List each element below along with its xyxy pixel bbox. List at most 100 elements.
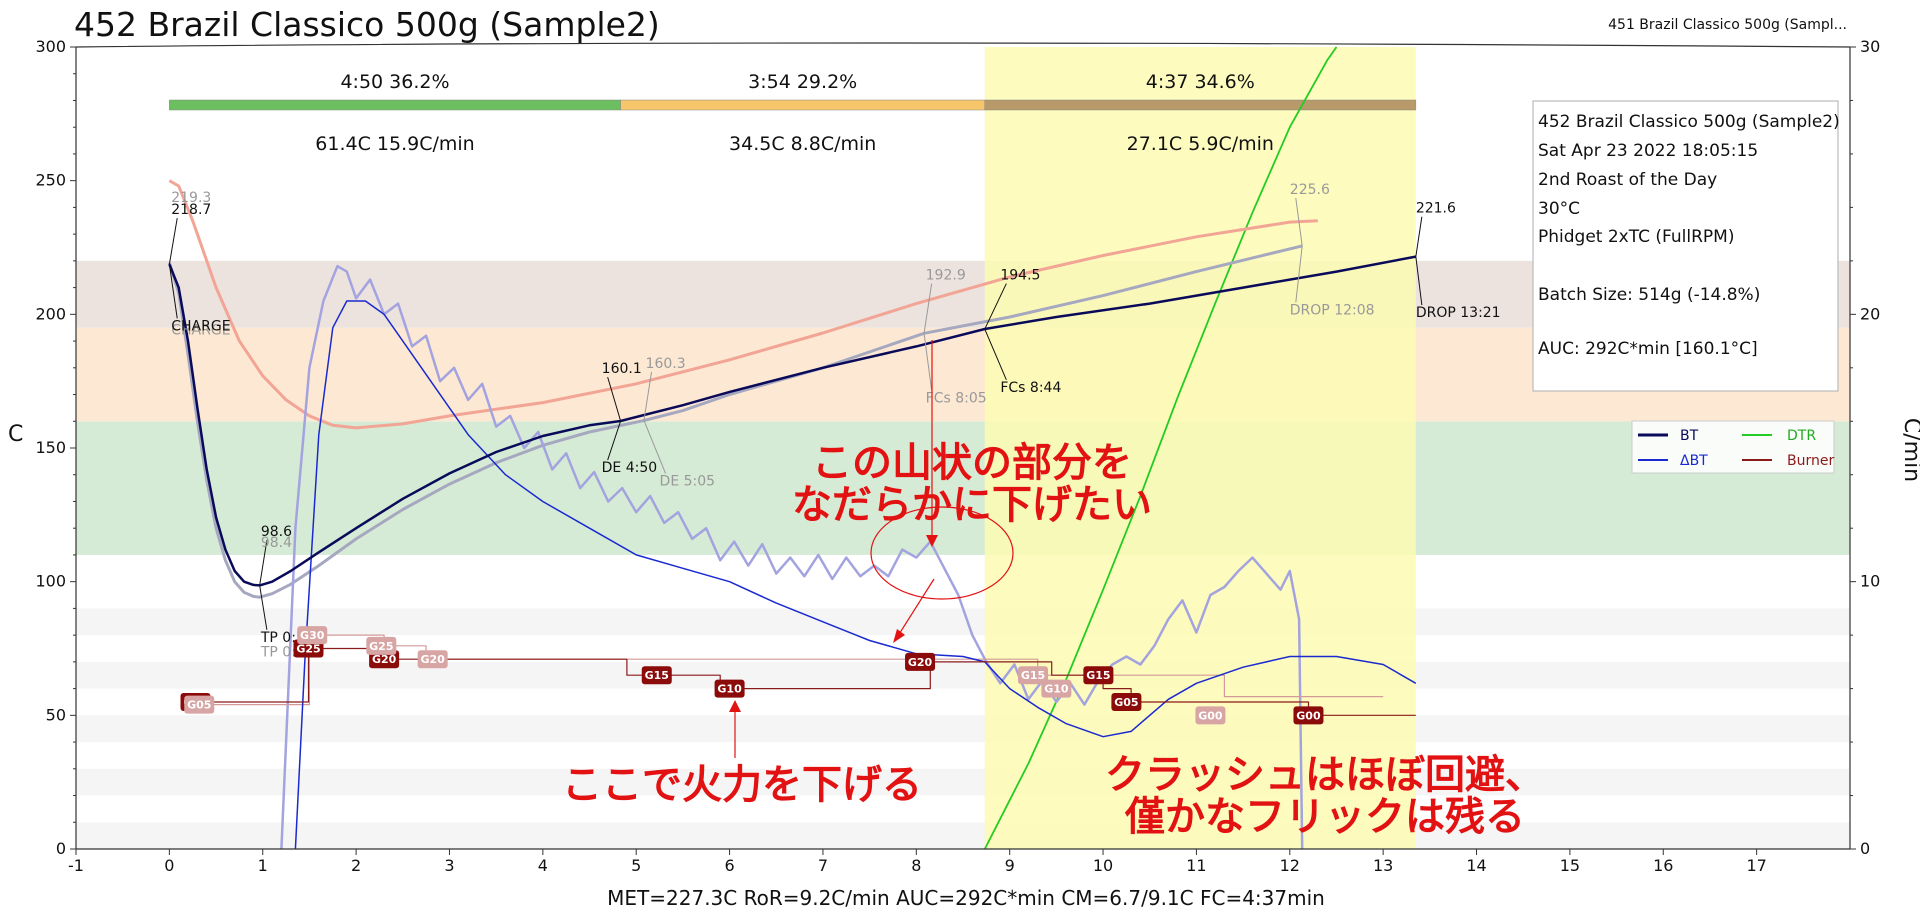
x-tick-label-9: 9 (1005, 856, 1015, 875)
stripe-band (76, 661, 1850, 689)
point-label-leader-9 (643, 371, 653, 421)
annotation-heat-down: ここで火力を下げる (562, 700, 922, 808)
burner-event-label-g25: G25 (296, 643, 320, 656)
burner-event-label-g05: G05 (187, 699, 211, 712)
x-tick-label-7: 7 (818, 856, 828, 875)
point-label-leader-14 (984, 283, 1007, 330)
info-line-title: 452 Brazil Classico 500g (Sample2) (1538, 112, 1840, 132)
y-right-tick-label-20: 20 (1860, 304, 1880, 323)
phase-rate-label-1: 34.5C 8.8C/min (729, 133, 876, 155)
info-line-ambient: 30°C (1538, 199, 1580, 219)
point-label-leader-19 (1415, 256, 1423, 306)
chart-title: 452 Brazil Classico 500g (Sample2) (74, 5, 660, 44)
phase-rate-label-0: 61.4C 15.9C/min (315, 133, 474, 155)
info-line-device: Phidget 2xTC (FullRPM) (1538, 227, 1734, 247)
info-line-date: Sat Apr 23 2022 18:05:15 (1538, 141, 1758, 161)
burner-event-marker-10 (297, 626, 328, 645)
point-label-98-4: 98.4 (261, 535, 292, 551)
series-line-delta-bt (294, 300, 1417, 850)
burner-event-marker-13 (1018, 666, 1049, 685)
point-label-de-5-05: DE 5:05 (660, 473, 716, 489)
annotation-arrowhead (926, 535, 938, 547)
point-label-leader-12 (923, 283, 933, 334)
point-label-fcs-8-44: FCs 8:44 (1000, 380, 1061, 396)
phase-rate-label-2: 27.1C 5.9C/min (1127, 133, 1274, 155)
y-right-tick-label-10: 10 (1860, 572, 1880, 591)
top-frame-line (75, 42, 1851, 48)
burner-event-label-g15: G15 (1086, 669, 1110, 682)
x-tick-label-12: 12 (1280, 856, 1300, 875)
legend-label-bt: BT (1680, 428, 1699, 444)
point-label-leader-16 (1295, 197, 1303, 246)
burner-event-label-g20: G20 (420, 653, 445, 666)
point-label-charge: CHARGE (171, 318, 230, 334)
point-label-219-3: 219.3 (171, 190, 211, 206)
x-tick-label--1: -1 (68, 856, 84, 875)
point-label-194-5: 194.5 (1000, 268, 1040, 284)
x-tick-label-16: 16 (1653, 856, 1673, 875)
y-left-tick-label-200: 200 (35, 304, 66, 323)
legend[interactable]: BT DTR ΔBT Burner (1631, 420, 1835, 474)
y-right-tick-label-30: 30 (1860, 37, 1880, 56)
annotation-crash-line1: クラッシュはほぼ回避、 (1105, 752, 1545, 798)
axes: -1 0 1 2 3 4 5 6 7 8 9 10 11 12 13 14 15 16 17050100150200… (35, 37, 1880, 875)
background-profile-name[interactable]: 451 Brazil Classico 500g (Sampl... (1608, 17, 1847, 33)
annotation-heat-arrowhead (729, 700, 741, 712)
burner-event-label-g00: G00 (1296, 709, 1321, 722)
burner-events: G05G25G20G15G10G20G15G05G00G05G30G25G20G… (180, 626, 1324, 725)
annotation-bump-line2: なだらかに下げたい (792, 482, 1152, 528)
x-tick-label-13: 13 (1373, 856, 1393, 875)
series-line-dtr (983, 46, 1338, 850)
x-tick-label-3: 3 (444, 856, 454, 875)
burner-event-marker-4 (714, 679, 745, 698)
y-right-tick-label-0: 0 (1860, 839, 1870, 858)
annotation-arrowhead-2 (893, 629, 905, 643)
phase-bars: 4:50 36.2% 61.4C 15.9C/min 3:54 29.2% 34.5C… (169, 71, 1417, 155)
stripe-band (76, 715, 1850, 743)
burner-event-label-g20: G20 (908, 656, 933, 669)
phase-bar-2 (984, 99, 1417, 111)
x-tick-label-17: 17 (1746, 856, 1766, 875)
y-left-tick-label-0: 0 (56, 839, 66, 858)
x-tick-label-8: 8 (911, 856, 921, 875)
burner-event-label-g10: G10 (717, 683, 742, 696)
point-label-192-9: 192.9 (926, 268, 966, 284)
y-axis-left-label: C (8, 422, 23, 447)
point-label-leader-17 (1295, 245, 1303, 303)
info-line-auc: AUC: 292C*min [160.1°C] (1538, 339, 1758, 359)
burner-event-label-g10: G10 (1044, 683, 1069, 696)
point-label-160-3: 160.3 (646, 356, 686, 372)
burner-event-label-g25: G25 (369, 640, 393, 653)
point-label-leader-1 (168, 217, 178, 265)
burner-event-marker-3 (641, 666, 672, 685)
point-label-fcs-8-05: FCs 8:05 (926, 391, 987, 407)
burner-event-marker-12 (417, 650, 448, 669)
burner-event-marker-7 (1111, 692, 1142, 711)
x-tick-label-5: 5 (631, 856, 641, 875)
phase-time-label-0: 4:50 36.2% (340, 71, 449, 93)
temperature-band-0 (76, 421, 1850, 555)
series-line-bt-background (167, 244, 1303, 599)
y-left-tick-label-50: 50 (46, 705, 66, 724)
burner-event-marker-15 (1195, 706, 1226, 725)
series-line-et-background (168, 179, 1318, 430)
point-label-leader-4 (259, 540, 268, 586)
point-label-leader-10 (607, 420, 622, 461)
phase-bar-1 (620, 99, 986, 111)
annotation-ellipse (870, 506, 1014, 600)
annotation-bump-line1: この山状の部分を (812, 440, 1132, 486)
legend-label-burner: Burner (1787, 453, 1834, 469)
burner-event-label-g05: G05 (1114, 696, 1138, 709)
y-axis-right-label: C/min (1899, 418, 1920, 482)
annotation-bump: この山状の部分を なだらかに下げたい (792, 340, 1152, 643)
series-line-delta-bt-background (280, 264, 1304, 850)
point-label-98-6: 98.6 (261, 524, 292, 540)
x-tick-label-11: 11 (1186, 856, 1206, 875)
info-line-batch: Batch Size: 514g (-14.8%) (1538, 285, 1760, 305)
point-label-leader-6 (259, 585, 268, 630)
burner-event-marker-11 (366, 636, 397, 655)
point-label-leader-13 (923, 333, 933, 391)
annotation-arrow-diagonal (895, 578, 935, 640)
legend-label-dtr: DTR (1787, 428, 1816, 444)
burner-event-label-g20: G20 (372, 653, 397, 666)
